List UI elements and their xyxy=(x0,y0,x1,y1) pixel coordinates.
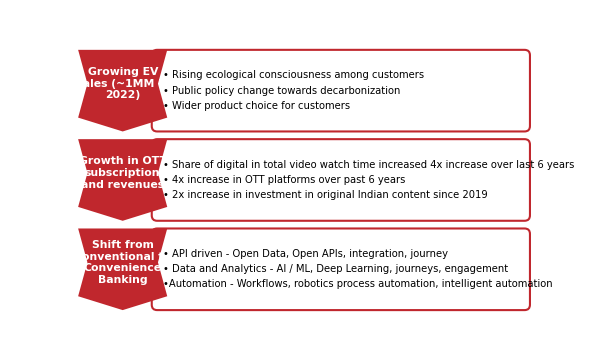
Polygon shape xyxy=(78,229,168,310)
Text: Shift from
Conventional to
Convenience
Banking: Shift from Conventional to Convenience B… xyxy=(74,240,171,285)
Text: Growing EV
Sales (~1MM in
2022): Growing EV Sales (~1MM in 2022) xyxy=(75,67,170,100)
Text: • API driven - Open Data, Open APIs, integration, journey
• Data and Analytics -: • API driven - Open Data, Open APIs, int… xyxy=(163,249,552,289)
Text: • Share of digital in total video watch time increased 4x increase over last 6 y: • Share of digital in total video watch … xyxy=(163,160,574,200)
Text: Growth in OTT
subscription
and revenues: Growth in OTT subscription and revenues xyxy=(79,157,167,190)
Text: • Rising ecological consciousness among customers
• Public policy change towards: • Rising ecological consciousness among … xyxy=(163,71,424,111)
FancyBboxPatch shape xyxy=(151,139,530,221)
FancyBboxPatch shape xyxy=(151,50,530,131)
FancyBboxPatch shape xyxy=(151,229,530,310)
Polygon shape xyxy=(78,139,168,221)
Polygon shape xyxy=(78,50,168,131)
